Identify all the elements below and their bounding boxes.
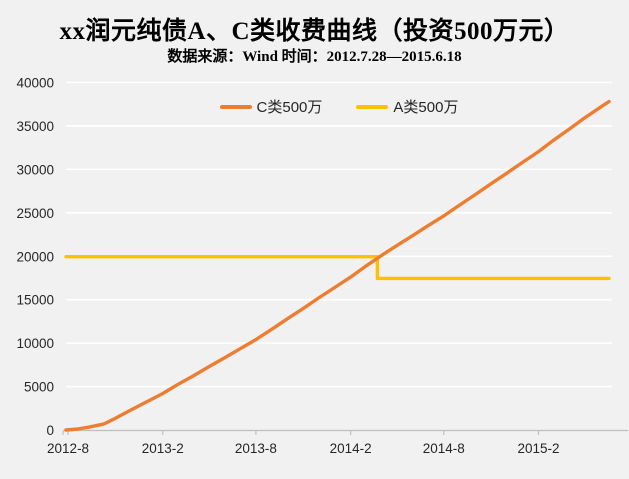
y-tick-label: 35000: [16, 119, 54, 134]
y-tick-label: 20000: [16, 249, 54, 264]
x-tick-label: 2013-8: [235, 441, 277, 456]
legend-item-a: A类500万: [356, 100, 458, 115]
y-tick-label: 15000: [16, 293, 54, 308]
legend-label-c: C类500万: [256, 98, 323, 116]
x-tick-label: 2014-2: [330, 441, 372, 456]
x-tick-label: 2013-2: [142, 441, 184, 456]
chart-title: xx润元纯债A、C类收费曲线（投资500万元）: [59, 18, 570, 45]
y-tick-label: 10000: [16, 336, 54, 351]
legend-label-a: A类500万: [393, 98, 459, 116]
chart-subtitle: 数据来源：Wind 时间：2012.7.28—2015.6.18: [167, 49, 462, 65]
y-tick-label: 5000: [24, 380, 54, 395]
x-tick-label: 2015-2: [517, 441, 559, 456]
y-tick-label: 0: [46, 423, 54, 438]
series-a-line: [64, 255, 611, 281]
x-tick-label: 2012-8: [47, 441, 89, 456]
series-c-line: [64, 99, 611, 432]
x-tick-label: 2014-8: [423, 441, 465, 456]
legend: C类500万 A类500万: [66, 98, 612, 116]
y-tick-label: 25000: [16, 206, 54, 221]
y-tick-label: 30000: [16, 162, 54, 177]
legend-line-a-icon: [356, 105, 389, 109]
legend-item-c: C类500万: [219, 98, 323, 116]
y-tick-label: 40000: [16, 76, 54, 91]
legend-line-c-icon: [219, 105, 252, 109]
